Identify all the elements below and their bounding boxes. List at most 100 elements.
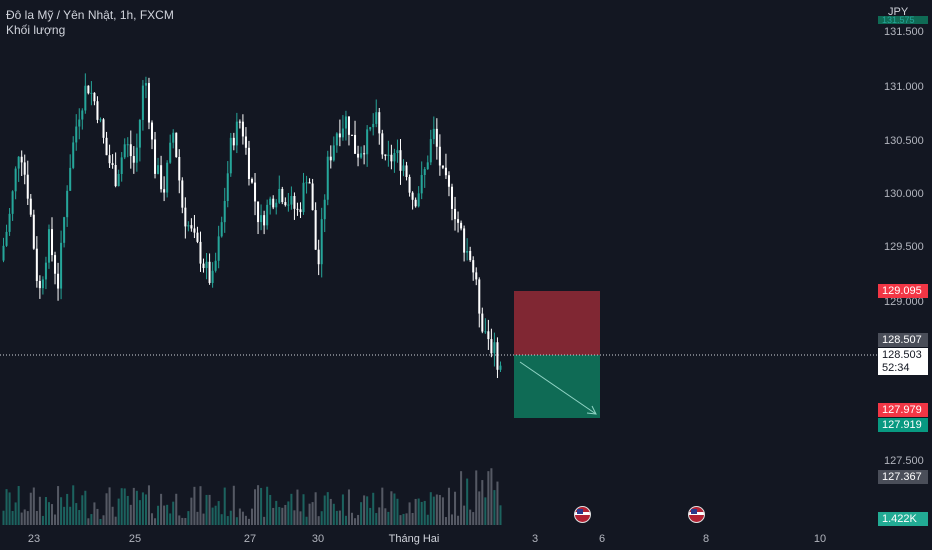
candle-body <box>96 101 99 120</box>
candle-body <box>360 153 363 158</box>
volume-bar <box>205 494 208 525</box>
volume-bar <box>69 506 72 525</box>
volume-bar <box>141 492 144 525</box>
candle-body <box>38 280 41 289</box>
candle-body <box>338 133 341 138</box>
volume-bar <box>23 509 26 525</box>
volume-bar <box>114 516 117 525</box>
volume-bar <box>232 485 235 525</box>
candle-body <box>499 365 502 370</box>
volume-bar <box>347 489 350 525</box>
candle-body <box>402 165 405 171</box>
candle-body <box>438 146 441 166</box>
candle-body <box>281 188 284 203</box>
candle-body <box>408 176 411 193</box>
candle-body <box>117 173 120 187</box>
candle-body <box>266 204 269 226</box>
volume-bar <box>493 490 496 525</box>
take-profit-zone[interactable] <box>514 355 600 418</box>
candle-body <box>260 215 263 223</box>
candle-body <box>441 165 444 168</box>
price-axis[interactable] <box>878 0 932 550</box>
volume-bar <box>229 510 232 525</box>
candle-body <box>366 129 369 155</box>
volume-bar <box>390 491 393 525</box>
candle-body <box>184 207 187 227</box>
volume-bar <box>363 495 366 525</box>
volume-bar <box>87 518 90 525</box>
volume-bar <box>214 505 217 525</box>
candle-body <box>399 150 402 171</box>
candle-body <box>375 112 378 124</box>
volume-bar <box>484 497 487 525</box>
candle-body <box>8 213 11 232</box>
volume-bar <box>450 514 454 525</box>
volume-bar <box>490 468 493 525</box>
candle-body <box>66 190 69 218</box>
volume-bar <box>372 492 375 525</box>
volume-legend[interactable]: Khối lượng <box>6 23 66 37</box>
volume-bar <box>296 489 299 525</box>
volume-bar <box>414 498 417 525</box>
volume-bar <box>184 518 187 525</box>
us-flag-event-icon[interactable] <box>688 506 705 523</box>
time-label-3: 3 <box>531 533 539 545</box>
volume-bar <box>150 513 154 525</box>
candle-body <box>272 198 275 208</box>
volume-bar <box>84 490 87 525</box>
candle-body <box>405 165 408 177</box>
stop-loss-zone[interactable] <box>514 291 600 355</box>
volume-bar <box>29 492 32 525</box>
volume-bar <box>478 491 481 525</box>
candle-body <box>26 174 29 199</box>
volume-bar <box>323 495 326 525</box>
price-chart[interactable] <box>0 0 878 527</box>
candle-body <box>493 342 496 354</box>
candle-body <box>414 199 417 207</box>
volume-bar <box>487 471 490 525</box>
volume-bar <box>32 487 35 525</box>
volume-bar <box>99 518 102 525</box>
volume-bar <box>44 497 47 525</box>
candle-body <box>178 156 181 181</box>
tick-131-000: 131.000 <box>884 81 924 93</box>
volume-bar <box>366 496 369 525</box>
candle-body <box>99 119 102 121</box>
candle-body <box>275 202 278 208</box>
volume-bar <box>466 478 469 525</box>
volume-bar <box>447 487 450 525</box>
candle-body <box>84 85 87 111</box>
volume-bar <box>308 503 311 525</box>
volume-bar <box>496 481 499 525</box>
volume-bar <box>241 511 244 525</box>
candle-body <box>75 126 78 143</box>
candle-body <box>357 153 360 158</box>
candle-body <box>214 260 217 271</box>
volume-bar <box>429 492 432 525</box>
volume-bar <box>72 485 75 525</box>
volume-bar <box>360 502 363 525</box>
candle-body <box>326 156 329 200</box>
candle-body <box>426 162 429 170</box>
volume-bar <box>105 493 108 525</box>
volume-bar <box>244 515 247 525</box>
volume-bar <box>350 512 354 525</box>
symbol-legend[interactable]: Đô la Mỹ / Yên Nhật, 1h, FXCM <box>6 8 174 22</box>
candle-body <box>126 144 129 146</box>
candle-body <box>290 196 293 205</box>
us-flag-event-icon[interactable] <box>574 506 591 523</box>
volume-bar <box>235 517 238 525</box>
volume-bar <box>475 470 478 525</box>
candles <box>2 73 502 379</box>
volume-bar <box>338 510 341 525</box>
candle-body <box>93 92 96 102</box>
candle-body <box>5 231 8 246</box>
volume-bar <box>81 495 84 525</box>
candle-body <box>32 214 35 249</box>
candle-body <box>81 110 84 120</box>
volume-bar <box>129 504 132 525</box>
volume-bar <box>472 512 475 525</box>
volume-bar <box>5 489 8 525</box>
volume-bar <box>247 518 250 525</box>
candle-body <box>423 169 426 175</box>
